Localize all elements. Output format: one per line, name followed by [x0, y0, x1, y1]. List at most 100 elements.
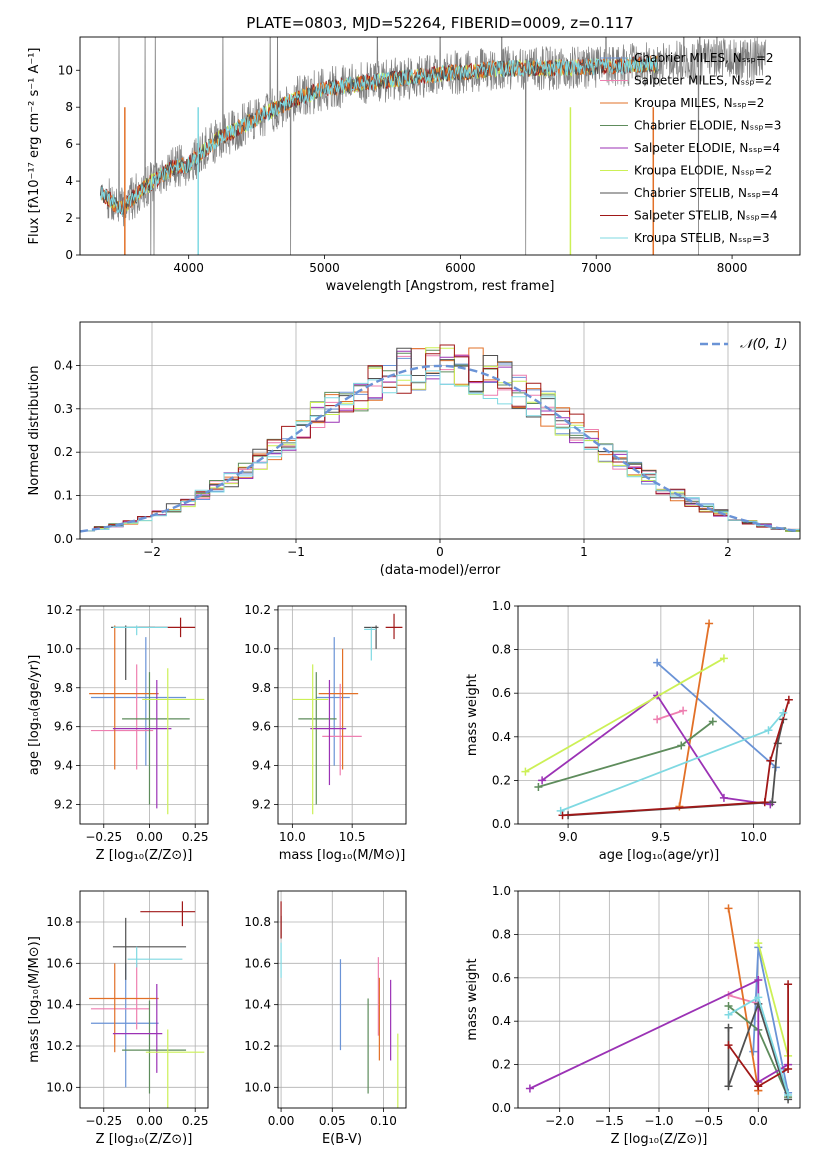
y-tick-label: 10: [58, 63, 73, 77]
weight-line-kroupa_miles: [678, 623, 710, 807]
x-tick-label: −2: [143, 545, 161, 559]
weight-marker-chabrier_elodie: [708, 717, 717, 726]
x-axis-label: wavelength [Angstrom, rest frame]: [326, 279, 555, 294]
x-tick-label: 9.0: [559, 830, 578, 844]
x-axis-label: Z [log₁₀(Z/Z⊙)]: [96, 1132, 193, 1147]
y-tick-label: 9.6: [54, 720, 73, 734]
y-tick-label: 0.0: [492, 817, 511, 831]
weight-marker-kroupa_stelib: [724, 1010, 733, 1019]
y-tick-label: 10.2: [244, 1039, 271, 1053]
weight-marker-salpeter_stelib: [760, 798, 769, 807]
x-tick-label: −2.0: [545, 1114, 574, 1128]
y-tick-label: 0.2: [492, 1058, 511, 1072]
y-tick-label: 0.6: [492, 971, 511, 985]
legend-label-chabrier_stelib: Chabrier STELIB, Nₛₛₚ=4: [634, 186, 779, 200]
weight-line-salpeter_elodie: [529, 978, 789, 1090]
weight-marker-kroupa_stelib: [779, 708, 788, 717]
x-tick-label: 5000: [309, 261, 340, 275]
y-tick-label: 10.0: [244, 642, 271, 656]
y-tick-label: 8: [65, 100, 73, 114]
weight-marker-kroupa_elodie: [754, 939, 763, 948]
y-tick-label: 1.0: [492, 884, 511, 898]
x-tick-label: −1.5: [595, 1114, 624, 1128]
y-tick-label: 0.2: [492, 773, 511, 787]
x-axis-label: mass [log₁₀(M/M⊙)]: [279, 848, 406, 863]
x-tick-label: 2: [724, 545, 732, 559]
y-tick-label: 10.8: [46, 915, 73, 929]
age_vs_z-frame: [79, 605, 209, 825]
age_vs_mass-frame: [277, 605, 407, 825]
weight-marker-salpeter_elodie: [719, 793, 728, 802]
weight-marker-kroupa_elodie: [521, 767, 530, 776]
x-tick-label: 10.0: [279, 830, 306, 844]
legend-label-chabrier_elodie: Chabrier ELODIE, Nₛₛₚ=3: [634, 119, 781, 133]
y-tick-label: 10.0: [46, 642, 73, 656]
y-tick-label: 0.6: [492, 686, 511, 700]
weight-marker-kroupa_miles: [705, 619, 714, 628]
y-axis-label: mass weight: [465, 674, 480, 756]
weight-marker-salpeter_stelib: [784, 695, 793, 704]
weight-marker-chabrier_miles: [749, 1047, 758, 1056]
hist-series-kroupa_stelib: [80, 370, 800, 532]
x-tick-label: 10.5: [339, 830, 366, 844]
legend-label-salpeter_miles: Salpeter MILES, Nₛₛₚ=2: [634, 74, 772, 88]
y-tick-label: 9.2: [252, 798, 271, 812]
y-tick-label: 9.4: [252, 759, 271, 773]
y-tick-label: 0.4: [54, 358, 73, 372]
weight-marker-kroupa_stelib: [764, 726, 773, 735]
x-tick-label: −0.25: [85, 1114, 122, 1128]
y-axis-label: mass weight: [465, 958, 480, 1040]
weight-marker-salpeter_miles: [653, 715, 662, 724]
weight-marker-kroupa_miles: [675, 802, 684, 811]
y-axis-label: age [log₁₀(age/yr)]: [27, 655, 42, 776]
y-tick-label: 0.8: [492, 927, 511, 941]
spectrum-axes: 4000 5000 6000 7000 8000 0 2 4 6 8 10 wavelength [A…: [27, 48, 747, 295]
y-tick-label: 9.4: [54, 759, 73, 773]
mass_vs_ebv-axes: 0.00 0.05 0.10 10.0 10.2 10.4 10.6 10.8 E(B-V): [244, 891, 406, 1147]
y-axis-label: Flux [fλ10⁻¹⁷ erg cm⁻² s⁻¹ A⁻¹]: [27, 48, 42, 245]
figure-title: PLATE=0803, MJD=52264, FIBERID=0009, z=0…: [246, 14, 633, 32]
y-tick-label: 0.0: [492, 1101, 511, 1115]
y-tick-label: 10.6: [244, 956, 271, 970]
y-tick-label: 10.6: [46, 956, 73, 970]
x-tick-label: 7000: [581, 261, 612, 275]
weight-line-chabrier_miles: [656, 662, 777, 768]
weight-marker-salpeter_stelib: [558, 811, 567, 820]
weight_vs_age-frame: [517, 605, 801, 825]
weight_vs_age-axes: 9.0 9.5 10.0 0.0 0.2 0.4 0.6 0.8 1.0 age [log₁₀(a…: [465, 599, 800, 863]
x-axis-label: Z [log₁₀(Z/Z⊙)]: [611, 1132, 708, 1147]
weight-line-chabrier_elodie: [538, 720, 714, 788]
gaussian-curve: [79, 364, 801, 533]
residuals-frame: [79, 321, 801, 540]
weight-marker-chabrier_miles: [653, 658, 662, 667]
weight-marker-salpeter_elodie: [538, 776, 547, 785]
weight-line-salpeter_elodie: [541, 694, 771, 806]
weight-marker-salpeter_stelib: [754, 1082, 763, 1091]
weight-marker-chabrier_elodie: [534, 782, 543, 791]
legend-label-salpeter_elodie: Salpeter ELODIE, Nₛₛₚ=4: [634, 141, 780, 155]
y-tick-label: 10.2: [46, 603, 73, 617]
legend-label-gaussian: 𝒩(0, 1): [740, 337, 787, 352]
x-axis-label: (data-model)/error: [380, 563, 501, 578]
weight-marker-chabrier_elodie: [677, 741, 686, 750]
y-tick-label: 10.4: [46, 998, 73, 1012]
x-axis-label: age [log₁₀(age/yr)]: [599, 848, 720, 863]
legend-label-kroupa_miles: Kroupa MILES, Nₛₛₚ=2: [634, 96, 764, 110]
y-tick-label: 0.8: [492, 643, 511, 657]
x-tick-label: −0.25: [85, 830, 122, 844]
x-tick-label: 10.0: [740, 830, 767, 844]
y-tick-label: 10.0: [46, 1080, 73, 1094]
legend-label-chabrier_miles: Chabrier MILES, Nₛₛₚ=2: [634, 51, 774, 65]
mass_vs_z-axes: −0.25 0.00 0.25 10.0 10.2 10.4 10.6 10.8 Z [log₁…: [27, 891, 209, 1147]
x-tick-label: 1: [580, 545, 588, 559]
y-tick-label: 10.4: [244, 998, 271, 1012]
y-tick-label: 9.6: [252, 720, 271, 734]
y-tick-label: 0.1: [54, 489, 73, 503]
legend-label-kroupa_elodie: Kroupa ELODIE, Nₛₛₚ=2: [634, 164, 772, 178]
legend-label-kroupa_stelib: Kroupa STELIB, Nₛₛₚ=3: [634, 231, 770, 245]
y-tick-label: 9.8: [54, 681, 73, 695]
age_vs_mass-axes: 10.0 10.5 9.2 9.4 9.6 9.8 10.0 10.2 mass [log₁₀(…: [244, 603, 406, 863]
y-tick-label: 9.2: [54, 798, 73, 812]
x-tick-label: −1.0: [644, 1114, 673, 1128]
x-tick-label: 0.05: [319, 1114, 346, 1128]
